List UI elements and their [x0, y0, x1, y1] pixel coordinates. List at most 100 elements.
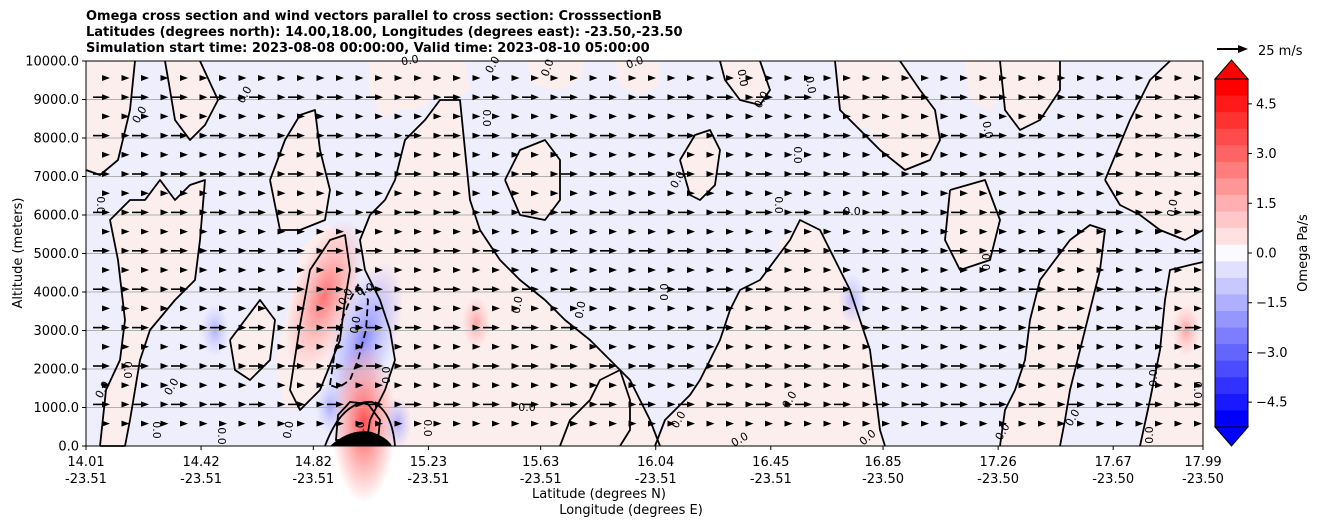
wind-vector-head [609, 324, 617, 331]
wind-vector [1096, 305, 1105, 312]
wind-vector [687, 113, 695, 120]
wind-vector [960, 343, 968, 350]
wind-vector [453, 420, 461, 427]
wind-vector [550, 171, 559, 177]
colorbar-segment [1215, 211, 1248, 229]
wind-vector-head [180, 343, 188, 350]
wind-vector-head [667, 286, 676, 293]
wind-vector [1038, 151, 1046, 158]
wind-vector [1174, 228, 1183, 235]
wind-vector [297, 420, 305, 427]
wind-vector [570, 228, 578, 235]
wind-vector [795, 401, 812, 408]
wind-vector [1096, 401, 1105, 408]
wind-vector-head [1194, 401, 1202, 408]
wind-vector [366, 209, 383, 216]
wind-vector [706, 401, 715, 408]
wind-vector [589, 420, 598, 427]
wind-vector [219, 228, 227, 235]
wind-vector [756, 247, 773, 254]
wind-vector [483, 286, 500, 293]
wind-vector-head [394, 171, 403, 177]
wind-vector [394, 75, 403, 81]
wind-vector [1107, 209, 1124, 216]
wind-vector-head [901, 324, 910, 331]
wind-vector-head [531, 247, 539, 254]
wind-vector [199, 420, 208, 427]
wind-vector [550, 75, 559, 81]
wind-vector [804, 305, 812, 312]
wind-vector [1096, 190, 1105, 197]
wind-vector-head [745, 247, 754, 254]
wind-vector [589, 151, 598, 158]
wind-vector-head [979, 94, 988, 101]
wind-vector [901, 171, 910, 177]
wind-vector-head [355, 94, 364, 101]
wind-vector-head [979, 363, 988, 369]
wind-vector [745, 363, 754, 369]
wind-vector-head [394, 420, 403, 427]
wind-vector-head [199, 151, 208, 158]
wind-vector-head [882, 209, 890, 216]
wind-vector [316, 286, 325, 293]
wind-vector-head [336, 94, 344, 101]
wind-vector [492, 382, 500, 389]
wind-vector-head [472, 171, 481, 177]
wind-vector-head [316, 94, 325, 101]
wind-vector [589, 171, 598, 177]
wind-vector-head [102, 209, 110, 216]
wind-vector-head [316, 132, 325, 139]
x-tick-label-lon: -23.51 [292, 472, 334, 487]
wind-vector [1077, 420, 1085, 427]
wind-vector [717, 171, 734, 177]
wind-vector-head [102, 228, 110, 235]
wind-vector [687, 228, 695, 235]
wind-vector [609, 420, 617, 427]
wind-vector [1077, 113, 1085, 120]
wind-vector [453, 305, 461, 312]
wind-vector [550, 113, 559, 120]
wind-vector [1174, 190, 1183, 197]
wind-vector [550, 382, 559, 389]
wind-vector-head [1194, 267, 1202, 273]
wind-vector [834, 171, 851, 177]
wind-vector-head [1018, 75, 1027, 81]
wind-vector-head [1096, 286, 1105, 293]
wind-vector-head [258, 247, 266, 254]
wind-vector [472, 94, 481, 101]
wind-vector-head [1174, 171, 1183, 177]
wind-vector [405, 401, 422, 408]
x-tick-label-lon: -23.50 [977, 472, 1019, 487]
wind-vector-head [258, 75, 266, 81]
wind-vector [795, 209, 812, 216]
positive-region-21 [720, 61, 770, 105]
wind-vector-head [921, 401, 929, 408]
wind-vector [277, 132, 286, 139]
wind-vector [628, 267, 637, 273]
wind-vector-head [570, 267, 578, 273]
wind-vector-head [570, 401, 578, 408]
wind-vector-head [687, 132, 695, 139]
wind-vector-head [394, 151, 403, 158]
x-tick-label-lat: 17.67 [1095, 455, 1132, 470]
wind-vector-head [355, 305, 364, 312]
wind-vector [1096, 209, 1105, 216]
wind-vector-head [316, 247, 325, 254]
wind-vector [726, 267, 734, 273]
wind-vector-head [1174, 75, 1183, 81]
negative-contour-dashed [329, 283, 369, 390]
wind-vector-head [570, 324, 578, 331]
wind-vector [355, 401, 364, 408]
wind-vector [405, 209, 422, 216]
wind-vector-head [979, 382, 988, 389]
wind-vector-head [453, 401, 461, 408]
wind-vector [141, 343, 149, 350]
contour-label: 0.0 [735, 68, 751, 87]
wind-vector [667, 113, 676, 120]
colorbar-segment [1215, 195, 1248, 213]
wind-vector [199, 113, 208, 120]
wind-vector-head [336, 151, 344, 158]
wind-vector [687, 420, 695, 427]
wind-vector-head [765, 382, 773, 389]
wind-vector [1155, 382, 1163, 389]
